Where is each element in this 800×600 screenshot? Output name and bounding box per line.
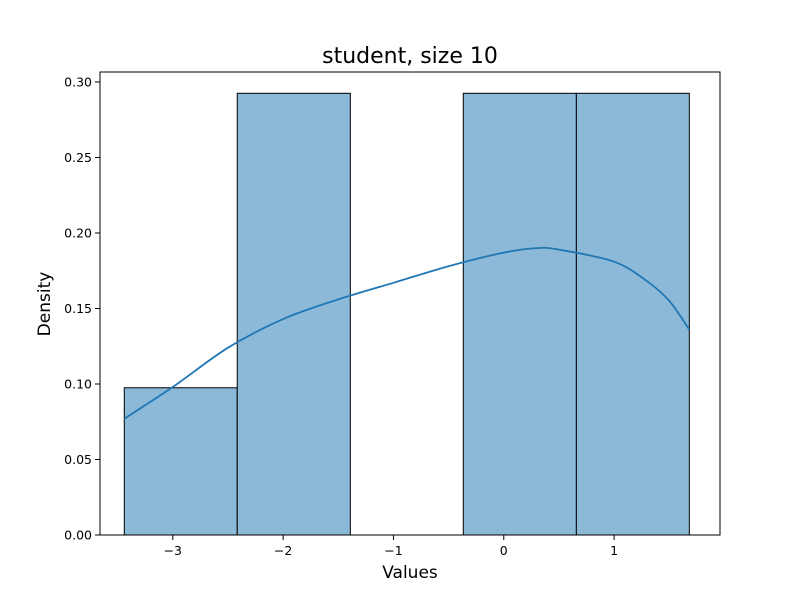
- histogram-bar-4: [575, 92, 690, 536]
- y-tick-label-1: 0.05: [64, 452, 92, 467]
- y-axis-ticks: 0.00 0.05 0.10 0.15 0.20 0.25 0.30: [64, 74, 100, 543]
- x-tick-label-4: 1: [610, 543, 618, 558]
- x-tick-label-0: −3: [164, 543, 182, 558]
- x-tick-label-3: 0: [500, 543, 508, 558]
- x-tick-label-1: −2: [274, 543, 292, 558]
- y-tick-label-3: 0.15: [64, 301, 92, 316]
- histogram-bar-3: [462, 92, 577, 536]
- histogram-bars: [123, 92, 690, 536]
- x-axis-label: Values: [382, 563, 438, 583]
- y-tick-label-4: 0.20: [64, 225, 92, 240]
- plot-frame: [99, 71, 721, 536]
- y-tick-label-5: 0.25: [64, 150, 92, 165]
- y-tick-label-6: 0.30: [64, 74, 92, 89]
- histogram-bar-0: [123, 387, 238, 536]
- chart-title: student, size 10: [322, 44, 498, 69]
- x-axis-ticks: −3 −2 −1 0 1: [164, 535, 618, 558]
- y-tick-label-2: 0.10: [64, 376, 92, 391]
- y-axis-label: Density: [35, 272, 55, 337]
- kde-curve: [123, 246, 691, 420]
- x-tick-label-2: −1: [384, 543, 402, 558]
- y-tick-label-0: 0.00: [64, 528, 92, 543]
